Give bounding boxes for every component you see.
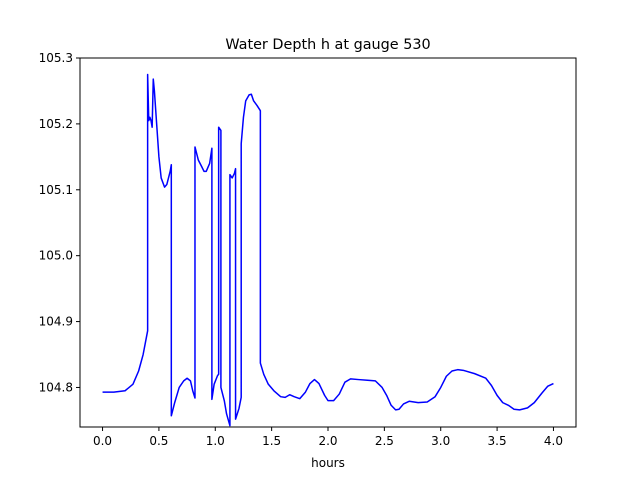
y-tick-label: 105.1 xyxy=(39,183,73,197)
x-tick-label: 0.5 xyxy=(149,434,168,448)
x-tick-label: 0.0 xyxy=(93,434,112,448)
y-tick-label: 104.9 xyxy=(39,315,73,329)
x-tick-label: 4.0 xyxy=(544,434,563,448)
y-axis-ticks: 104.8 104.9 105.0 105.1 105.2 105.3 xyxy=(39,51,80,394)
y-tick-label: 104.8 xyxy=(39,380,73,394)
x-tick-label: 1.0 xyxy=(206,434,225,448)
y-tick-label: 105.3 xyxy=(39,51,73,65)
y-tick-label: 105.2 xyxy=(39,117,73,131)
x-tick-label: 3.5 xyxy=(488,434,507,448)
x-axis-label: hours xyxy=(311,456,345,470)
x-tick-label: 3.0 xyxy=(431,434,450,448)
x-tick-label: 2.5 xyxy=(375,434,394,448)
plot-area xyxy=(102,73,554,427)
x-tick-label: 2.0 xyxy=(318,434,337,448)
y-tick-label: 105.0 xyxy=(39,249,73,263)
x-axis-ticks: 0.0 0.5 1.0 1.5 2.0 2.5 3.0 3.5 4.0 xyxy=(93,427,563,448)
series-line xyxy=(102,73,554,427)
x-tick-label: 1.5 xyxy=(262,434,281,448)
chart-title: Water Depth h at gauge 530 xyxy=(225,37,430,53)
plot-frame xyxy=(79,57,577,428)
